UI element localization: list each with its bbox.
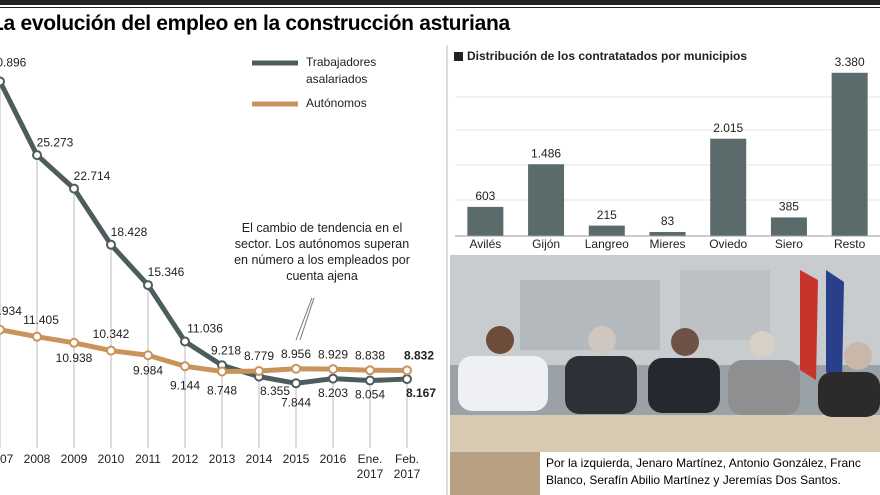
data-point <box>328 364 338 375</box>
x-tick-label: 2008 <box>23 452 51 466</box>
data-label: 8.203 <box>318 386 348 400</box>
data-label: 8.956 <box>281 347 311 361</box>
x-tick-label: Mieres <box>649 237 685 251</box>
data-point <box>180 361 190 372</box>
data-label: 3.380 <box>835 55 865 69</box>
data-label: 8.355 <box>260 384 290 398</box>
data-label: 22.714 <box>74 169 111 183</box>
bar <box>528 164 565 236</box>
x-tick-label: 2009 <box>60 452 88 466</box>
series-line <box>0 80 408 386</box>
data-point <box>291 378 301 389</box>
x-tick-label: Gijón <box>532 237 560 251</box>
data-label: 25.273 <box>37 135 74 149</box>
x-tick-label: 2015 <box>282 452 310 466</box>
data-label: 83 <box>661 214 675 228</box>
caption-line: Por la izquierda, Jenaro Martínez, Anton… <box>546 456 861 470</box>
data-label: 9.984 <box>133 363 163 377</box>
data-point <box>291 363 301 374</box>
title: La evolución del empleo en la construcci… <box>0 12 510 35</box>
data-label: 18.428 <box>111 225 148 239</box>
data-label: 10.938 <box>56 351 93 365</box>
legend-label: Trabajadores asalariados <box>306 55 377 86</box>
x-tick-label: Resto <box>834 237 866 251</box>
data-point <box>106 345 116 356</box>
photo <box>450 255 880 495</box>
data-label: 385 <box>779 200 799 214</box>
data-point <box>0 76 5 87</box>
data-point <box>143 350 153 361</box>
x-tick-label: Langreo <box>585 237 629 251</box>
data-label: 8.929 <box>318 347 348 361</box>
data-point <box>69 337 79 348</box>
data-label: 9.218 <box>211 343 241 357</box>
data-point <box>106 239 116 250</box>
top-rule <box>0 0 880 5</box>
legend-label: Autónomos <box>306 96 367 110</box>
data-point <box>365 365 375 376</box>
bar <box>770 217 807 236</box>
bar <box>710 138 747 236</box>
data-label: 603 <box>475 189 495 203</box>
data-point <box>254 366 264 377</box>
caption-line: Blanco, Serafín Abilio Martínez y Jeremí… <box>546 473 841 487</box>
data-label: 8.167 <box>406 386 436 400</box>
data-label: 7.844 <box>281 395 311 409</box>
annotation-pointer <box>295 297 313 341</box>
series-line <box>0 327 408 374</box>
x-tick-label: 2007 <box>0 452 14 466</box>
data-label: 1.486 <box>531 146 561 160</box>
data-point <box>328 373 338 384</box>
data-point <box>143 280 153 291</box>
data-label: 2.015 <box>713 121 743 135</box>
data-label: 8.779 <box>244 349 274 363</box>
data-point <box>402 365 412 376</box>
annotation: El cambio de tendencia en el sector. Los… <box>234 221 410 283</box>
annotation-pointer <box>299 297 315 341</box>
x-tick-label: 2014 <box>245 452 273 466</box>
x-tick-label: 2013 <box>208 452 236 466</box>
bar <box>467 206 504 236</box>
data-label: 8.054 <box>355 388 385 402</box>
chart-title: Distribución de los contratatados por mu… <box>467 49 747 63</box>
data-label: 11.405 <box>23 313 59 327</box>
data-point <box>32 331 42 342</box>
x-tick-label: 2016 <box>319 452 347 466</box>
data-label: 11.934 <box>0 304 22 318</box>
x-tick-label: 2011 <box>135 452 161 466</box>
bar <box>649 231 686 236</box>
data-label: 215 <box>597 208 617 222</box>
data-point <box>365 375 375 386</box>
data-label: 8.832 <box>404 349 434 363</box>
data-point <box>402 374 412 385</box>
bar <box>588 225 625 236</box>
data-label: 10.342 <box>93 327 130 341</box>
data-point <box>69 183 79 194</box>
data-point <box>0 324 5 335</box>
data-point <box>180 336 190 347</box>
x-tick-label: Oviedo <box>709 237 747 251</box>
data-point <box>32 150 42 161</box>
x-tick-label: Ene. 2017 <box>356 452 384 481</box>
x-tick-label: 2012 <box>171 452 199 466</box>
data-label: 11.036 <box>187 322 223 336</box>
x-tick-label: Siero <box>775 237 803 251</box>
data-label: 30.896 <box>0 56 27 70</box>
x-tick-label: Feb. 2017 <box>393 452 421 481</box>
data-point <box>217 366 227 377</box>
photo-caption: Por la izquierda, Jenaro Martínez, Anton… <box>540 452 880 495</box>
data-label: 15.346 <box>148 265 185 279</box>
bar <box>831 72 868 237</box>
data-label: 8.838 <box>355 348 385 362</box>
x-tick-label: Avilés <box>469 237 501 251</box>
title-marker <box>454 52 463 61</box>
x-tick-label: 2010 <box>97 452 125 466</box>
data-label: 9.144 <box>170 378 200 392</box>
data-label: 8.748 <box>207 384 237 398</box>
